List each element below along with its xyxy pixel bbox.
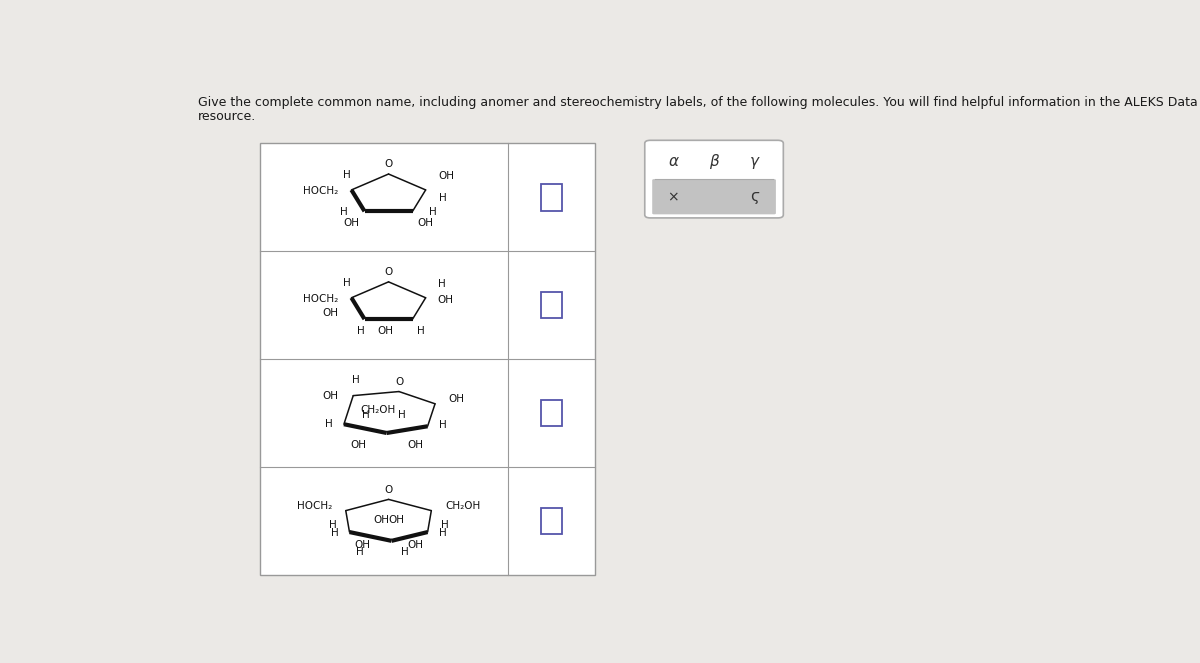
Text: OH: OH <box>418 218 433 228</box>
Text: H: H <box>430 207 437 217</box>
Text: α: α <box>668 154 678 169</box>
Text: OH: OH <box>373 514 389 525</box>
Text: H: H <box>343 278 350 288</box>
Text: O: O <box>384 267 392 277</box>
Text: OH: OH <box>439 171 455 181</box>
Text: O: O <box>384 485 392 495</box>
Text: H: H <box>356 326 365 335</box>
Text: HOCH₂: HOCH₂ <box>304 186 338 196</box>
FancyBboxPatch shape <box>653 179 776 214</box>
Text: β: β <box>709 154 719 169</box>
FancyBboxPatch shape <box>644 141 784 218</box>
Bar <box>259 143 594 575</box>
Text: O: O <box>384 159 392 170</box>
Text: H: H <box>352 375 360 385</box>
Text: resource.: resource. <box>198 110 257 123</box>
Text: OH: OH <box>407 540 422 550</box>
Text: HOCH₂: HOCH₂ <box>296 501 332 511</box>
Text: H: H <box>340 207 348 217</box>
Text: OH: OH <box>323 391 338 400</box>
Text: H: H <box>330 528 338 538</box>
Text: HOCH₂: HOCH₂ <box>304 294 338 304</box>
Text: ×: × <box>667 190 679 204</box>
Text: O: O <box>396 377 404 387</box>
Text: H: H <box>438 278 445 288</box>
Text: γ: γ <box>750 154 760 169</box>
Text: H: H <box>343 170 350 180</box>
Text: H: H <box>356 548 364 558</box>
Bar <box>541 184 562 211</box>
Text: H: H <box>439 420 446 430</box>
Text: OH: OH <box>350 440 366 450</box>
Bar <box>541 292 562 318</box>
Text: OH: OH <box>388 514 404 525</box>
Text: H: H <box>440 520 449 530</box>
Text: OH: OH <box>378 326 394 335</box>
Text: H: H <box>401 548 408 558</box>
Text: OH: OH <box>407 440 424 450</box>
Bar <box>259 143 594 575</box>
Text: OH: OH <box>354 540 370 550</box>
Text: H: H <box>361 410 370 420</box>
Text: CH₂OH: CH₂OH <box>445 501 480 511</box>
Text: H: H <box>439 528 446 538</box>
Text: OH: OH <box>438 295 454 305</box>
Bar <box>541 400 562 426</box>
Text: H: H <box>329 520 336 530</box>
Text: OH: OH <box>323 308 338 318</box>
Bar <box>541 508 562 534</box>
Text: H: H <box>397 410 406 420</box>
Text: CH₂OH: CH₂OH <box>360 405 396 415</box>
Text: OH: OH <box>448 394 464 404</box>
Text: ϛ: ϛ <box>750 190 760 204</box>
Text: Give the complete common name, including anomer and stereochemistry labels, of t: Give the complete common name, including… <box>198 96 1198 109</box>
Text: H: H <box>418 326 425 335</box>
Text: H: H <box>439 193 446 203</box>
Text: H: H <box>325 419 332 429</box>
Text: OH: OH <box>344 218 360 228</box>
